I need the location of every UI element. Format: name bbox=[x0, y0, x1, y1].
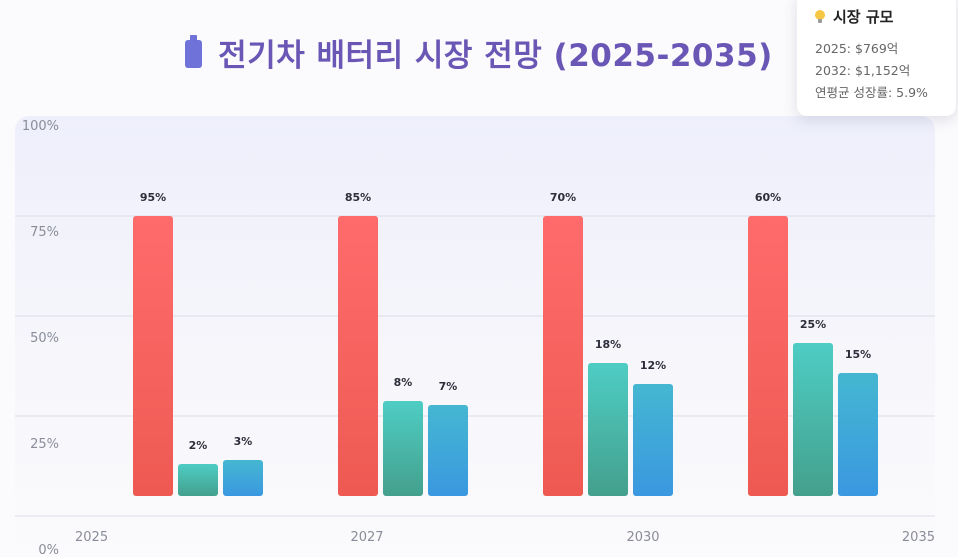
tooltip-title: 시장 규모 bbox=[833, 8, 894, 26]
y-tick-label: 100% bbox=[22, 119, 59, 134]
bar-2025-series3 bbox=[223, 460, 263, 496]
battery-icon bbox=[185, 35, 203, 68]
y-tick-label: 0% bbox=[38, 543, 59, 557]
data-label-2030-series3: 12% bbox=[640, 359, 666, 372]
lightbulb-icon bbox=[815, 10, 825, 23]
data-label-2025-series1: 95% bbox=[140, 191, 166, 204]
data-label-2025-series3: 3% bbox=[234, 435, 253, 448]
bar-2035-series2 bbox=[793, 343, 833, 496]
bar-2027-series3 bbox=[428, 405, 468, 496]
bar-2035-series3 bbox=[838, 373, 878, 496]
data-label-2035-series2: 25% bbox=[800, 318, 826, 331]
x-tick-label: 2030 bbox=[626, 530, 659, 545]
tooltip-line-2032: 2032: $1,152억 bbox=[815, 63, 911, 78]
bar-2027-series1 bbox=[338, 216, 378, 496]
chart-title: 전기차 배터리 시장 전망 (2025-2035) bbox=[0, 30, 958, 75]
tooltip-line-cagr: 연평균 성장률: 5.9% bbox=[815, 85, 928, 100]
data-label-2025-series2: 2% bbox=[189, 439, 208, 452]
x-tick-label: 2025 bbox=[75, 530, 108, 545]
bar-2035-series1 bbox=[748, 216, 788, 496]
data-label-2027-series3: 7% bbox=[439, 380, 458, 393]
data-label-2027-series1: 85% bbox=[345, 191, 371, 204]
bar-2027-series2 bbox=[383, 401, 423, 496]
tooltip-line-2025: 2025: $769억 bbox=[815, 41, 899, 56]
data-label-2035-series3: 15% bbox=[845, 348, 871, 361]
bars bbox=[133, 216, 878, 496]
x-axis-ticks: 2025 2027 2030 2035 bbox=[75, 530, 935, 545]
market-size-tooltip: 시장 규모 2025: $769억 2032: $1,152억 연평균 성장률:… bbox=[797, 0, 956, 116]
data-labels: 95% 2% 3% 85% 8% 7% 70% 18% 12% 60% 25% 15% bbox=[140, 191, 871, 452]
y-tick-label: 75% bbox=[30, 225, 59, 240]
data-label-2027-series2: 8% bbox=[394, 376, 413, 389]
bar-2025-series1 bbox=[133, 216, 173, 496]
y-axis-ticks: 0% 25% 50% 75% 100% bbox=[22, 119, 59, 557]
bar-2030-series1 bbox=[543, 216, 583, 496]
x-tick-label: 2027 bbox=[350, 530, 383, 545]
data-label-2030-series2: 18% bbox=[595, 338, 621, 351]
x-tick-label: 2035 bbox=[902, 530, 935, 545]
bar-2030-series2 bbox=[588, 363, 628, 496]
data-label-2030-series1: 70% bbox=[550, 191, 576, 204]
bar-2030-series3 bbox=[633, 384, 673, 496]
bar-2025-series2 bbox=[178, 464, 218, 496]
y-tick-label: 50% bbox=[30, 331, 59, 346]
data-label-2035-series1: 60% bbox=[755, 191, 781, 204]
chart-title-text: 전기차 배터리 시장 전망 (2025-2035) bbox=[218, 38, 773, 74]
y-tick-label: 25% bbox=[30, 437, 59, 452]
